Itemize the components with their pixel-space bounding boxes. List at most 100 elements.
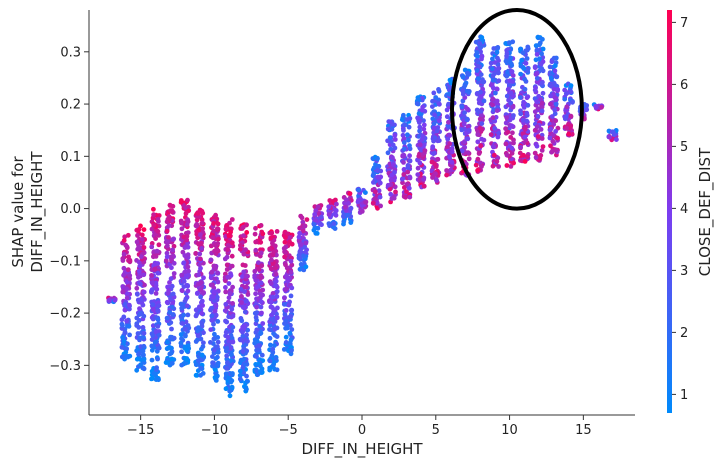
scatter-point <box>119 354 125 360</box>
y-tick: 0.0 <box>60 202 89 217</box>
scatter-point <box>444 172 449 178</box>
scatter-point <box>200 344 206 349</box>
scatter-point <box>208 340 213 345</box>
scatter-point <box>155 324 161 329</box>
scatter-point <box>149 241 155 246</box>
scatter-point <box>459 104 465 110</box>
scatter-point <box>550 138 556 144</box>
scatter-point <box>242 309 248 315</box>
scatter-point <box>197 251 203 257</box>
scatter-point <box>509 123 515 129</box>
scatter-point <box>194 217 200 223</box>
scatter-point <box>300 228 306 234</box>
scatter-point <box>377 180 383 186</box>
scatter-point <box>405 169 411 175</box>
scatter-point <box>525 68 530 74</box>
scatter-point <box>518 46 523 52</box>
scatter-point <box>548 126 554 132</box>
scatter-point <box>534 52 540 57</box>
scatter-point <box>244 332 250 338</box>
scatter-point <box>535 34 541 40</box>
scatter-point <box>141 366 147 372</box>
scatter-point <box>564 125 570 131</box>
colorbar-tick-label: 2 <box>680 326 688 341</box>
colorbar-tick-label: 5 <box>680 140 688 155</box>
scatter-point <box>171 236 177 242</box>
scatter-point <box>416 153 422 159</box>
scatter-point <box>155 356 161 362</box>
scatter-point <box>525 94 531 100</box>
x-tick: 0 <box>358 415 366 438</box>
scatter-point <box>267 335 273 341</box>
scatter-point <box>181 312 187 318</box>
scatter-point <box>224 267 230 272</box>
scatter-point <box>562 87 568 93</box>
scatter-point <box>415 115 420 121</box>
scatter-point <box>164 250 170 256</box>
scatter-point <box>258 363 263 369</box>
scatter-point <box>522 134 528 140</box>
scatter-point <box>270 261 276 267</box>
scatter-point <box>169 208 175 214</box>
scatter-point <box>269 257 274 263</box>
scatter-point <box>195 290 201 296</box>
scatter-point <box>267 246 273 252</box>
scatter-point <box>270 291 276 296</box>
scatter-point <box>253 315 259 320</box>
scatter-point <box>534 47 540 53</box>
scatter-point <box>199 321 205 326</box>
scatter-point <box>228 377 234 383</box>
scatter-point <box>214 363 219 369</box>
scatter-point <box>268 235 274 241</box>
scatter-point <box>179 349 185 355</box>
scatter-point <box>326 212 332 217</box>
colorbar-tick: 1 <box>672 388 688 403</box>
scatter-point <box>166 288 172 293</box>
scatter-point <box>465 124 471 129</box>
scatter-point <box>272 243 278 249</box>
scatter-point <box>184 357 190 362</box>
scatter-point <box>313 217 319 223</box>
scatter-point <box>532 150 538 156</box>
scatter-point <box>459 127 465 133</box>
scatter-point <box>136 318 142 323</box>
scatter-point <box>430 175 435 180</box>
scatter-point <box>288 337 294 343</box>
scatter-point <box>163 258 169 263</box>
scatter-point <box>539 80 545 86</box>
scatter-point <box>553 129 558 134</box>
scatter-point <box>185 252 191 258</box>
y-tick: 0.1 <box>60 150 89 165</box>
scatter-point <box>241 269 247 275</box>
scatter-point <box>239 358 244 364</box>
colorbar-ticks: 1 2 3 4 5 6 7 <box>672 16 688 403</box>
scatter-point <box>495 55 500 61</box>
scatter-point <box>179 305 185 311</box>
scatter-point <box>121 265 127 271</box>
scatter-point <box>297 254 303 260</box>
scatter-point <box>150 302 156 308</box>
scatter-point <box>164 254 170 260</box>
scatter-point <box>407 174 413 180</box>
scatter-point <box>319 222 324 228</box>
scatter-point <box>522 126 528 132</box>
scatter-point <box>435 156 441 162</box>
scatter-point <box>474 57 480 63</box>
scatter-point <box>182 326 188 332</box>
scatter-point <box>431 125 437 130</box>
scatter-point <box>289 308 294 313</box>
scatter-point <box>166 235 171 240</box>
scatter-point <box>539 108 545 114</box>
scatter-point <box>378 203 383 209</box>
scatter-point <box>197 262 202 268</box>
scatter-point <box>242 289 247 294</box>
scatter-point <box>240 305 246 310</box>
scatter-point <box>198 287 204 293</box>
scatter-point <box>429 159 435 165</box>
scatter-point <box>548 93 553 99</box>
scatter-point <box>490 77 496 83</box>
scatter-point <box>226 295 232 301</box>
scatter-point <box>431 151 436 157</box>
scatter-point <box>540 144 546 150</box>
scatter-point <box>400 180 405 186</box>
